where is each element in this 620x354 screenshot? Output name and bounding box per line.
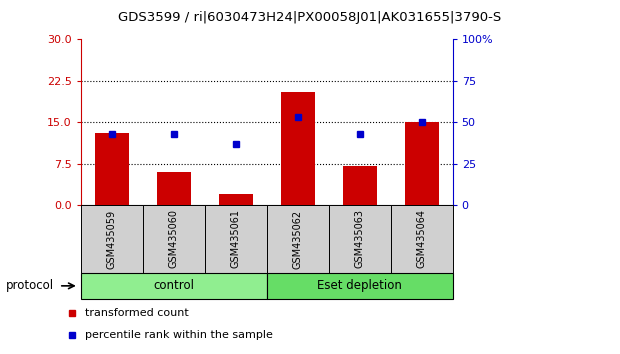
- Bar: [81, 273, 267, 299]
- Bar: [267, 205, 329, 273]
- Bar: [94, 133, 128, 205]
- Text: GSM435063: GSM435063: [355, 210, 365, 268]
- Bar: [391, 205, 453, 273]
- Text: GSM435064: GSM435064: [417, 210, 427, 268]
- Bar: [267, 273, 453, 299]
- Bar: [218, 194, 252, 205]
- Text: GSM435061: GSM435061: [231, 210, 241, 268]
- Text: GSM435060: GSM435060: [169, 210, 179, 268]
- Text: control: control: [153, 279, 194, 292]
- Bar: [156, 172, 190, 205]
- Bar: [143, 205, 205, 273]
- Text: protocol: protocol: [6, 279, 55, 292]
- Bar: [205, 205, 267, 273]
- Text: Eset depletion: Eset depletion: [317, 279, 402, 292]
- Text: GSM435062: GSM435062: [293, 209, 303, 269]
- Text: GSM435059: GSM435059: [107, 209, 117, 269]
- Bar: [329, 205, 391, 273]
- Bar: [81, 205, 143, 273]
- Bar: [404, 122, 438, 205]
- Bar: [280, 92, 314, 205]
- Text: transformed count: transformed count: [85, 308, 188, 318]
- Text: GDS3599 / ri|6030473H24|PX00058J01|AK031655|3790-S: GDS3599 / ri|6030473H24|PX00058J01|AK031…: [118, 11, 502, 24]
- Text: percentile rank within the sample: percentile rank within the sample: [85, 330, 273, 340]
- Bar: [342, 166, 376, 205]
